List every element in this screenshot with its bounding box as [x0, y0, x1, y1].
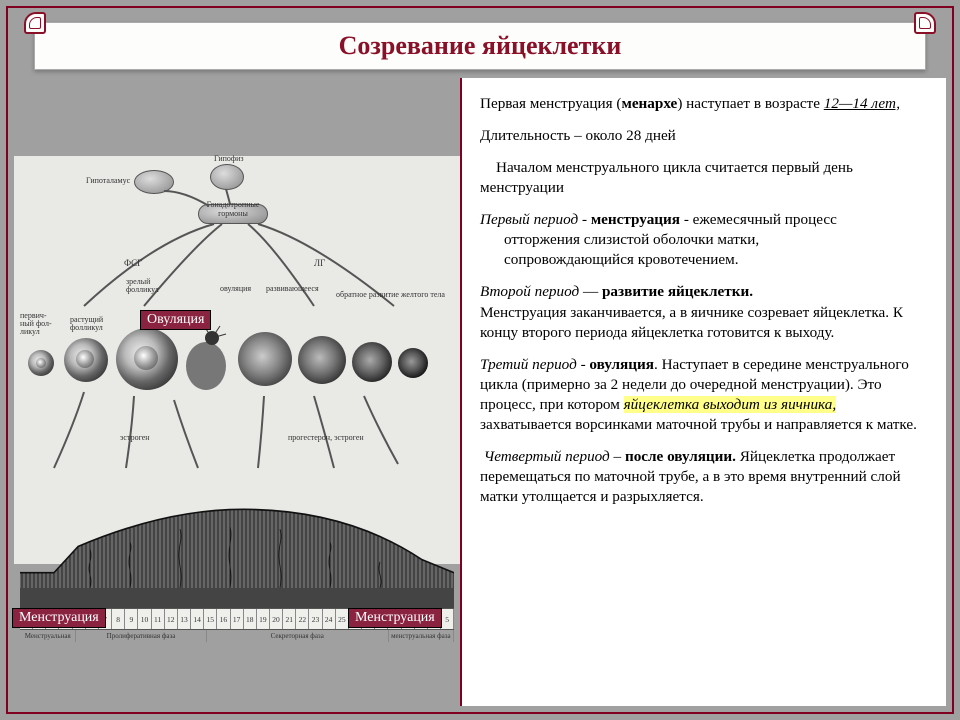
corpus-luteum-2 — [298, 336, 346, 384]
paragraph-menarche: Первая менструация (менархе) наступает в… — [480, 94, 928, 114]
tag-ovulation: Овуляция — [140, 310, 211, 330]
slide-frame: Созревание яйцеклетки Гипоталамус Гипофи… — [6, 6, 954, 714]
phase-row: Менструальная Пролиферативная фаза Секре… — [20, 630, 454, 642]
paragraph-period4: Четвертый период – после овуляции. Яйцек… — [480, 447, 928, 507]
label-primary-follicle: первич-ный фол-ликул — [20, 312, 54, 336]
svg-text:прогестерон, эстроген: прогестерон, эстроген — [288, 433, 364, 442]
corpus-luteum-3 — [352, 342, 392, 382]
tag-menstruation-left: Менструация — [12, 608, 106, 628]
paragraph-period1: Первый период - менструация - ежемесячны… — [480, 210, 928, 270]
ornament-top-left — [24, 12, 46, 34]
follicle-3 — [116, 328, 178, 390]
paragraph-period2: Второй период — развитие яйцеклетки. Мен… — [480, 282, 928, 342]
label-developing-cl: развивающееся — [266, 284, 319, 293]
diagram-panel: Гипоталамус Гипофиз Гонадотропные гормон… — [14, 78, 460, 706]
paragraph-period3: Третий период - овуляция. Наступает в се… — [480, 355, 928, 435]
slide-title: Созревание яйцеклетки — [34, 22, 926, 70]
label-ovulation-small: овуляция — [220, 284, 251, 293]
follicle-1 — [28, 350, 54, 376]
endometrium-chart — [20, 492, 454, 612]
label-growing-follicle: растущий фолликул — [70, 316, 110, 332]
label-fsh: ФСГ — [124, 258, 142, 268]
paragraph-cycle-start: Началом менструального цикла считается п… — [480, 158, 928, 198]
svg-text:эстроген: эстроген — [120, 433, 150, 442]
hormone-down-arrows: эстроген прогестерон, эстроген — [14, 384, 460, 494]
diagram-background: Гипоталамус Гипофиз Гонадотропные гормон… — [14, 156, 460, 564]
tag-menstruation-right: Менструация — [348, 608, 442, 628]
label-cl-regression: обратное развитие желтого тела — [336, 290, 445, 299]
label-lh: ЛГ — [314, 258, 325, 268]
hormone-arrows: ФСГ ЛГ — [14, 156, 460, 326]
corpus-luteum-4 — [398, 348, 428, 378]
follicle-2 — [64, 338, 108, 382]
corpus-luteum-1 — [238, 332, 292, 386]
content-area: Гипоталамус Гипофиз Гонадотропные гормон… — [14, 78, 946, 706]
ornament-top-right — [914, 12, 936, 34]
text-panel: Первая менструация (менархе) наступает в… — [460, 78, 946, 706]
paragraph-duration: Длительность – около 28 дней — [480, 126, 928, 146]
label-mature-follicle: зрелый фолликул — [126, 278, 166, 294]
